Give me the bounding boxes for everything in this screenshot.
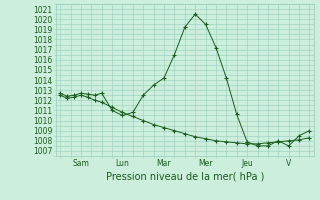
X-axis label: Pression niveau de la mer( hPa ): Pression niveau de la mer( hPa ): [106, 171, 264, 181]
